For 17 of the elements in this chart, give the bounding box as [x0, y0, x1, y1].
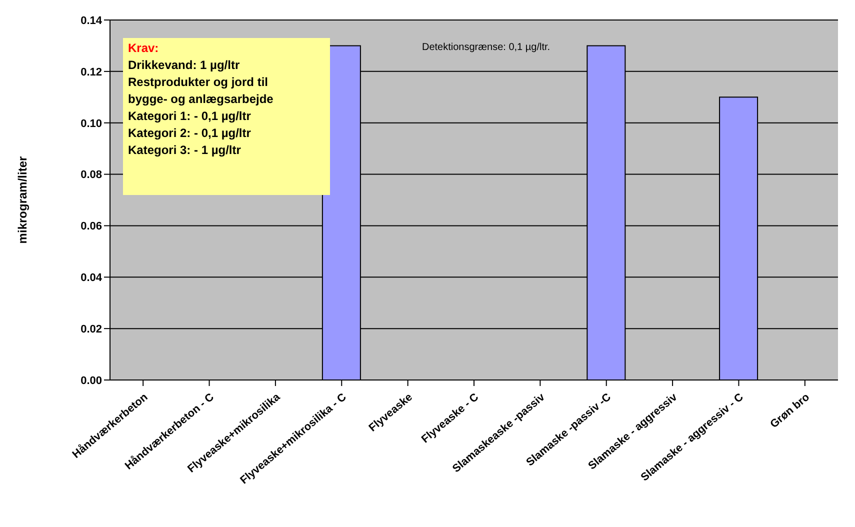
y-tick-label: 0.00: [80, 374, 102, 387]
annotation: bygge- og anlægsarbejde: [128, 91, 274, 108]
y-tick-label: 0.02: [80, 323, 102, 336]
annotation: Drikkevand: 1 µg/ltr: [128, 57, 241, 74]
annotation: Restprodukter og jord til: [128, 74, 270, 91]
annotation: Kategori 2: - 0,1 µg/ltr: [128, 125, 252, 142]
y-tick-label: 0.04: [80, 272, 103, 284]
y-tick-label: 0.14: [80, 14, 103, 27]
y-tick-label: 0.12: [80, 66, 102, 78]
annotation: Kategori 3: - 1 µg/ltr: [128, 142, 242, 159]
y-tick-label: 0.08: [80, 169, 102, 182]
annotation: Krav:: [128, 40, 160, 57]
annotation: Detektionsgrænse: 0,1 µg/ltr.: [422, 42, 550, 53]
annotation: Kategori 1: - 0,1 µg/ltr: [128, 108, 252, 125]
y-tick-label: 0.06: [80, 220, 102, 233]
y-tick-label: 0.10: [80, 118, 102, 130]
y-axis-title: mikrogram/liter: [15, 156, 30, 244]
